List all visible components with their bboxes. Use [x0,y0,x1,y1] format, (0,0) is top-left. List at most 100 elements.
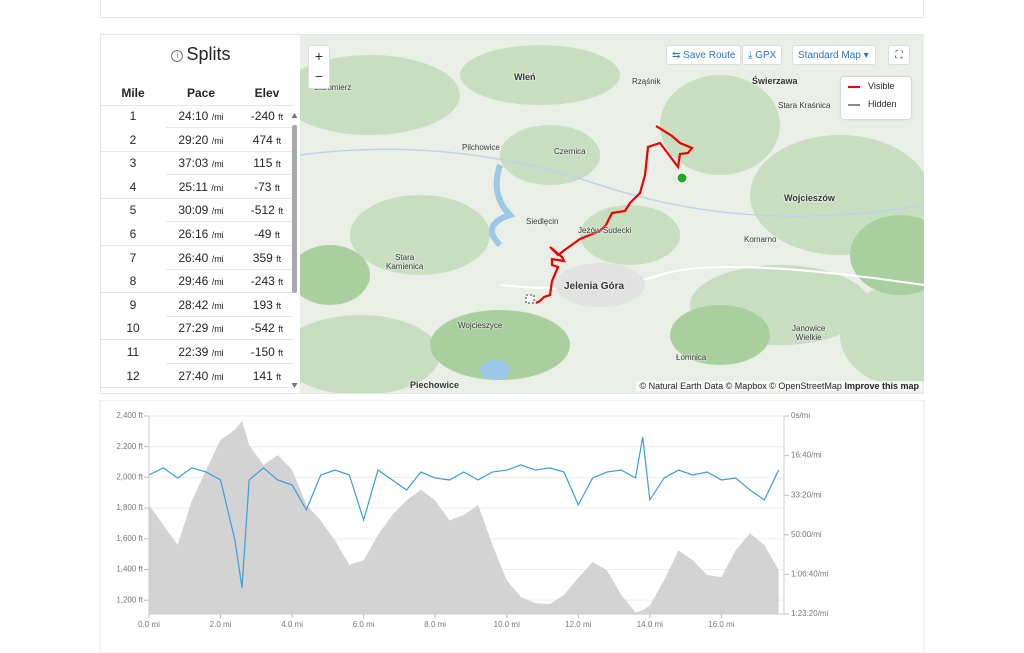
gpx-button[interactable]: ⤓ GPX [742,45,783,65]
elev-value: 474 [252,132,273,147]
pace-value: 22:39 [178,345,209,359]
x-tick-label: 2.0 mi [210,620,232,629]
elev-cell: 193 ft [236,298,298,312]
pace-value: 29:46 [178,274,209,289]
pace-cell: 27:40 /mi [166,369,236,383]
y2-tick-label: 50:00/mi [791,530,822,539]
pace-unit: /mi [211,135,224,146]
elev-unit: ft [276,253,282,264]
pace-value: 30:09 [178,203,209,218]
legend-label: Hidden [868,99,897,109]
column-header: Mile [121,86,145,100]
elev-value: 193 [252,297,273,312]
place-label: Lubomierz [314,83,352,92]
place-label: Siedlęcin [526,217,559,226]
save-route-button[interactable]: ⇆ Save Route [666,45,742,65]
pace-cell: 22:39 /mi [166,345,236,359]
pace-unit: /mi [211,206,224,217]
scrollbar[interactable] [291,113,298,388]
activity-card: i Splits Mile Pace Elev 1 24:10 /mi -240 ft… [100,34,924,394]
place-label: Piechowice [410,380,460,390]
elev-cell: -243 ft [236,274,298,288]
mile-cell: 12 [126,368,140,383]
pace-cell: 37:03 /mi [166,156,236,170]
place-label: Świerzawa [752,76,798,86]
place-label: Wojcieszyce [458,321,503,330]
column-header: Pace [186,86,216,100]
elev-cell: 141 ft [236,369,298,383]
place-label: Pilchowice [462,143,500,152]
place-label: Komarno [744,235,777,244]
header-rule [101,105,293,106]
pace-cell: 30:09 /mi [166,203,236,217]
button-label: Standard Map [798,50,861,61]
elevation-area [149,420,779,614]
elev-value: -150 [250,345,275,359]
chart: 1,200 ft 1,400 ft 1,600 ft 1,800 ft 2,000 ft… [99,400,925,653]
elev-unit: ft [275,159,281,170]
pace-cell: 25:11 /mi [166,180,236,194]
pace-value: 27:40 [178,368,209,383]
attribution-text: © Natural Earth Data © Mapbox © OpenStre… [639,381,842,391]
row-rule [101,197,293,199]
row-rule [166,127,293,128]
info-icon[interactable]: i [171,50,184,62]
elev-value: -542 [250,321,275,336]
row-rule [166,174,293,176]
map-tiles [300,45,924,393]
improve-link[interactable]: Improve this map [844,381,919,391]
elev-value: 359 [252,250,273,265]
elev-cell: -150 ft [236,345,298,359]
mile-cell: 1 [129,109,137,123]
place-label: Łomnica [676,353,707,362]
pace-unit: /mi [211,253,224,264]
elev-unit: ft [276,371,282,382]
map[interactable]: Lubomierz Wleń Rząśnik Świerzawa Stara Kraśn… [300,35,924,393]
pace-value: 26:40 [178,250,209,265]
y-tick-label: 1,400 ft [116,565,143,574]
x-tick-label: 14.0 mi [637,620,663,629]
row-rule [101,292,293,294]
place-label: Stara Kamienica [386,253,424,271]
pace-unit: /mi [211,277,224,288]
row-rule [166,221,293,223]
map-style-button[interactable]: Standard Map ▾ [792,45,876,65]
y-tick-label: 1,200 ft [116,595,143,604]
button-label: GPX [755,50,777,61]
pace-unit: /mi [211,300,224,311]
mile-cell: 9 [129,297,137,312]
place-label: Stara Kraśnica [778,101,831,110]
elev-unit: ft [276,300,282,311]
row-rule [166,315,293,317]
attribution: © Natural Earth Data © Mapbox © OpenStre… [636,381,922,391]
splits-title-text: Splits [186,44,231,64]
elev-cell: -49 ft [236,227,298,241]
elev-unit: ft [274,182,280,193]
x-tick-label: 0.0 mi [138,620,160,629]
elev-value: -243 [250,274,275,289]
pace-cell: 24:10 /mi [166,109,236,123]
y-tick-label: 2,200 ft [116,442,143,451]
previous-card [100,0,924,18]
pace-value: 28:42 [178,297,209,312]
pace-value: 29:20 [178,132,209,147]
elev-cell: 115 ft [236,156,298,170]
pace-cell: 26:40 /mi [166,251,236,265]
route [535,125,694,304]
elev-cell: -542 ft [236,321,298,335]
zoom-controls[interactable]: + − [308,45,330,89]
pace-unit: /mi [211,182,224,193]
mile-cell: 7 [129,250,137,265]
finish-marker [525,294,535,304]
column-header: Elev [254,86,280,100]
y2-tick-label: 16:40/mi [791,451,822,460]
y-tick-label: 2,000 ft [116,473,143,482]
elev-value: -49 [254,227,272,241]
x-tick-label: 12.0 mi [565,620,591,629]
fullscreen-button[interactable]: ⛶ [888,45,910,65]
pace-value: 26:16 [178,227,209,241]
place-label: Jeżów Sudecki [578,226,632,235]
map-legend: Visible Hidden [841,77,911,119]
